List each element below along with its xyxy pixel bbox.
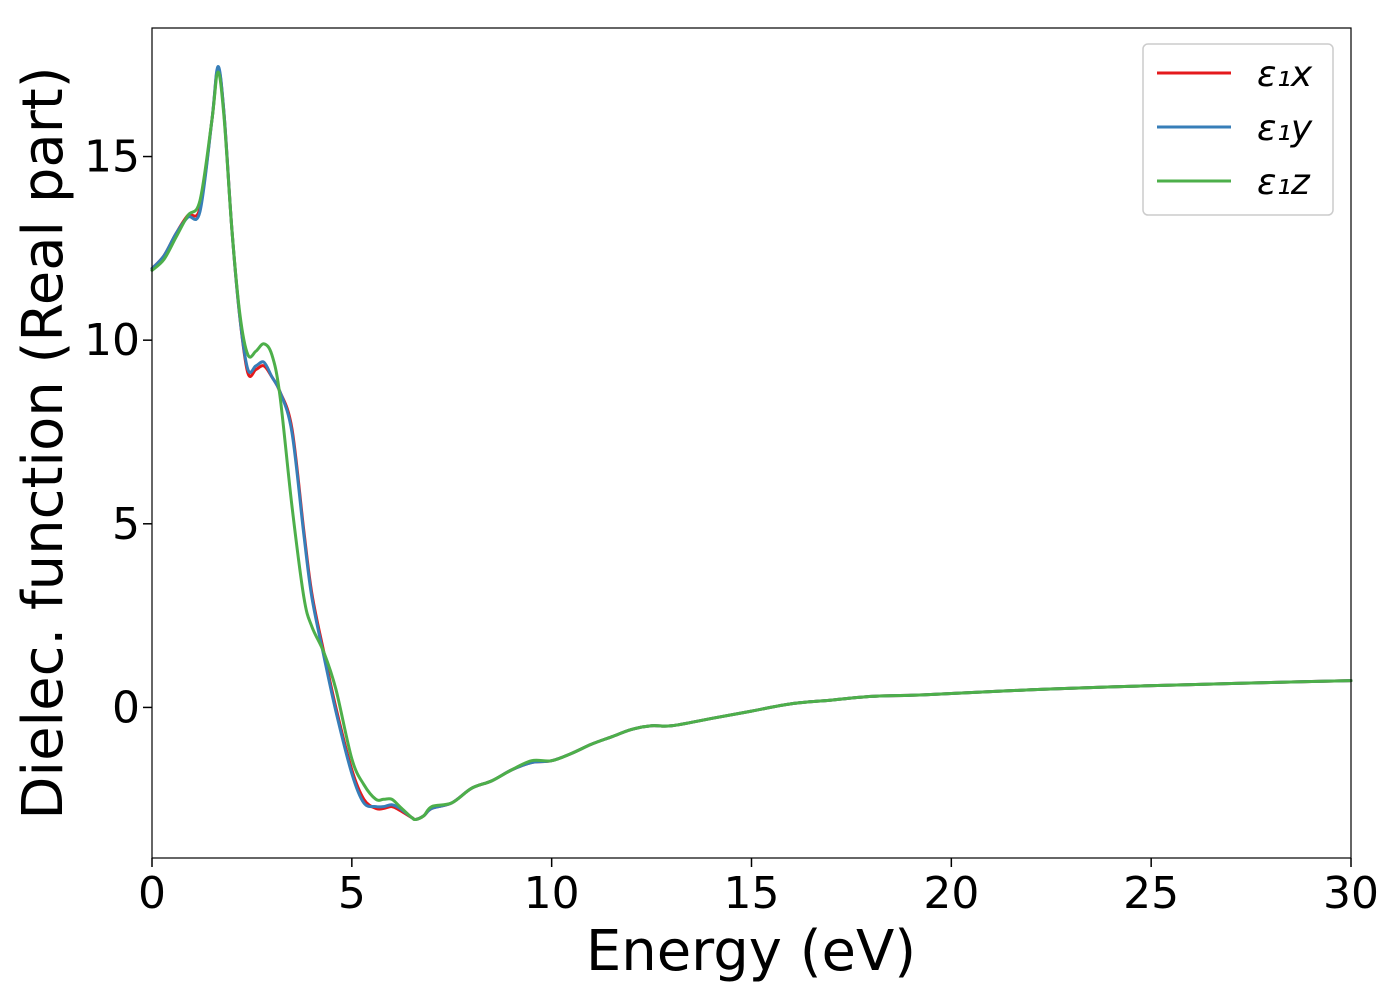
legend-box bbox=[1142, 43, 1334, 216]
legend-label-1: ε₁x bbox=[1257, 54, 1313, 95]
legend-items: ε₁x ε₁y ε₁z bbox=[1157, 54, 1313, 203]
y-ticks: 0 5 10 15 bbox=[84, 132, 152, 733]
legend: ε₁x ε₁y ε₁z bbox=[1142, 43, 1334, 216]
legend-label-3: ε₁z bbox=[1257, 162, 1311, 203]
x-tick-label: 5 bbox=[338, 868, 366, 919]
y-axis-title: Dielec. function (Real part) bbox=[11, 66, 76, 819]
legend-label-2: ε₁y bbox=[1257, 108, 1313, 149]
x-axis-title: Energy (eV) bbox=[586, 919, 916, 984]
x-ticks: 0 5 10 15 20 25 30 bbox=[138, 858, 1379, 919]
x-tick-label: 10 bbox=[524, 868, 580, 919]
x-tick-label: 20 bbox=[923, 868, 979, 919]
y-tick-label: 10 bbox=[84, 315, 140, 366]
series-layer bbox=[150, 65, 1353, 822]
x-tick-label: 0 bbox=[138, 868, 166, 919]
x-tick-label: 30 bbox=[1323, 868, 1379, 919]
x-tick-label: 25 bbox=[1123, 868, 1179, 919]
y-tick-label: 5 bbox=[112, 499, 140, 550]
x-tick-label: 15 bbox=[724, 868, 780, 919]
series-line-3 bbox=[150, 70, 1353, 822]
y-tick-label: 0 bbox=[112, 682, 140, 733]
y-tick-label: 15 bbox=[84, 132, 140, 183]
